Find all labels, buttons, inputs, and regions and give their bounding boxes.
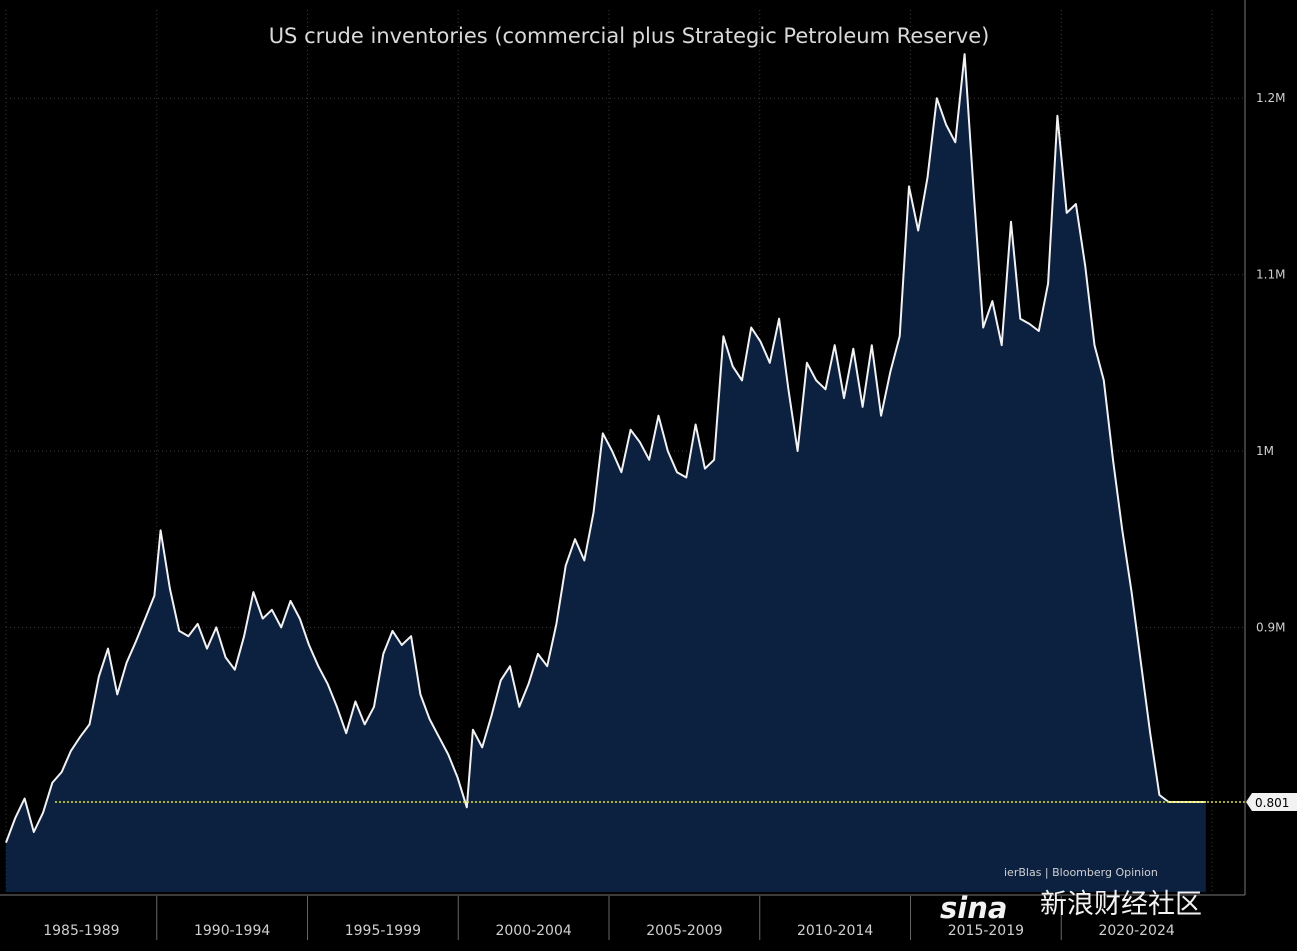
x-tick-label: 1995-1999 bbox=[345, 923, 421, 939]
x-tick-label: 2000-2004 bbox=[495, 923, 571, 939]
x-tick-label: 1990-1994 bbox=[194, 923, 270, 939]
reference-line-layer: 0.801 bbox=[55, 793, 1297, 812]
sina-watermark: sina 新浪财经社区 bbox=[940, 889, 1202, 925]
x-tick-label: 2005-2009 bbox=[646, 923, 722, 939]
x-tick-label: 2020-2024 bbox=[1098, 923, 1174, 939]
y-tick-label: 1.2M bbox=[1256, 91, 1285, 105]
chart-title: US crude inventories (commercial plus St… bbox=[269, 24, 990, 48]
reference-value-label: 0.801 bbox=[1255, 796, 1289, 810]
sina-watermark-text: 新浪财经社区 bbox=[1040, 889, 1202, 920]
y-tick-label: 1M bbox=[1256, 444, 1274, 458]
x-tick-label: 1985-1989 bbox=[43, 923, 119, 939]
y-tick-label: 1.1M bbox=[1256, 268, 1285, 282]
inventory-line bbox=[5, 53, 1206, 843]
area-layer bbox=[5, 53, 1206, 893]
reference-value-tag bbox=[1246, 793, 1297, 812]
axes: 0.9M 1M 1.1M 1.2M 1985-1989 1990-1994 1995-199… bbox=[0, 0, 1285, 940]
sina-logo: sina bbox=[940, 891, 1007, 925]
x-tick-label: 2010-2014 bbox=[797, 923, 873, 939]
chart-credit: ierBlas | Bloomberg Opinion bbox=[1004, 866, 1158, 879]
y-tick-label: 0.9M bbox=[1256, 620, 1285, 634]
inventory-area bbox=[6, 54, 1206, 893]
x-tick-label: 2015-2019 bbox=[948, 923, 1024, 939]
